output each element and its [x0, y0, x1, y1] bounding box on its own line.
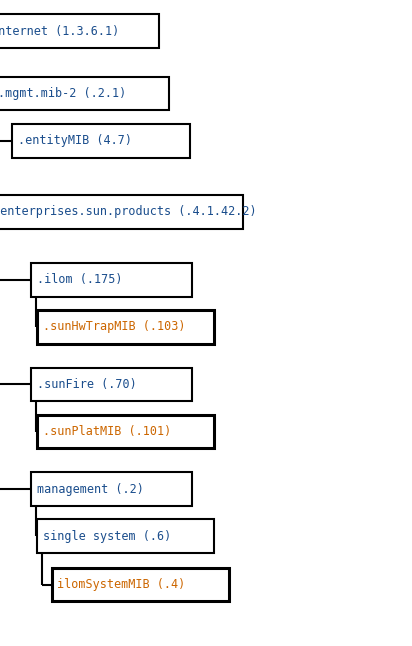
- Text: .mgmt.mib-2 (.2.1): .mgmt.mib-2 (.2.1): [0, 87, 126, 100]
- Text: ilomSystemMIB (.4): ilomSystemMIB (.4): [57, 578, 185, 591]
- Text: .sunHwTrapMIB (.103): .sunHwTrapMIB (.103): [43, 320, 185, 333]
- FancyBboxPatch shape: [0, 195, 243, 229]
- FancyBboxPatch shape: [31, 263, 192, 297]
- FancyBboxPatch shape: [0, 77, 169, 110]
- FancyBboxPatch shape: [52, 568, 229, 601]
- Text: .entityMIB (4.7): .entityMIB (4.7): [18, 134, 132, 147]
- Text: .sunPlatMIB (.101): .sunPlatMIB (.101): [43, 425, 171, 438]
- Text: .ilom (.175): .ilom (.175): [37, 273, 122, 286]
- Text: .sunFire (.70): .sunFire (.70): [37, 378, 136, 391]
- FancyBboxPatch shape: [37, 519, 214, 553]
- Text: management (.2): management (.2): [37, 483, 143, 495]
- Text: .private.enterprises.sun.products (.4.1.42.2): .private.enterprises.sun.products (.4.1.…: [0, 205, 256, 218]
- FancyBboxPatch shape: [37, 415, 214, 448]
- Text: iso.dod.internet (1.3.6.1): iso.dod.internet (1.3.6.1): [0, 25, 119, 37]
- FancyBboxPatch shape: [31, 368, 192, 401]
- FancyBboxPatch shape: [12, 124, 190, 158]
- FancyBboxPatch shape: [31, 472, 192, 506]
- FancyBboxPatch shape: [0, 14, 159, 48]
- FancyBboxPatch shape: [37, 310, 214, 344]
- Text: single system (.6): single system (.6): [43, 530, 171, 543]
